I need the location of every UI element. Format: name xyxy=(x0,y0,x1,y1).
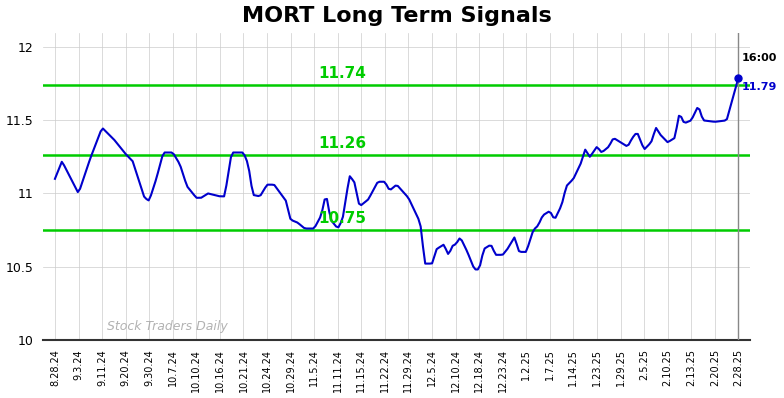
Text: 10.75: 10.75 xyxy=(318,211,366,226)
Text: 11.74: 11.74 xyxy=(318,66,366,81)
Text: 11.79: 11.79 xyxy=(742,82,777,92)
Text: 16:00: 16:00 xyxy=(742,53,777,63)
Text: 11.26: 11.26 xyxy=(318,136,366,151)
Text: Stock Traders Daily: Stock Traders Daily xyxy=(107,320,227,334)
Title: MORT Long Term Signals: MORT Long Term Signals xyxy=(241,6,551,25)
